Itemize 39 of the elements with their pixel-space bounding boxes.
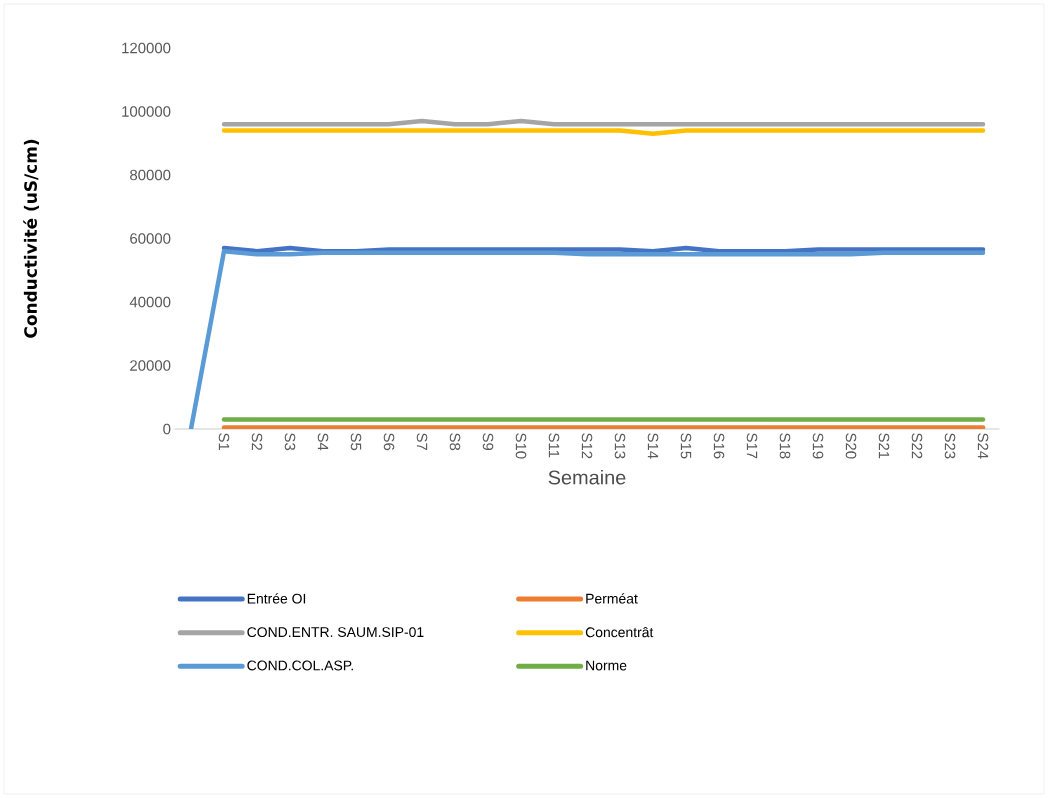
- x-tick-label: S6: [383, 433, 395, 451]
- legend-label: Entrée OI: [247, 593, 306, 604]
- x-tick-label: S17: [746, 433, 758, 459]
- x-tick-label: S3: [284, 433, 296, 451]
- x-tick-label: S12: [581, 433, 593, 459]
- y-tick-label: 80000: [130, 169, 171, 181]
- x-tick-label: S11: [548, 433, 560, 458]
- x-tick-label: S19: [812, 433, 824, 459]
- x-tick-label: S24: [977, 433, 989, 459]
- x-tick-label: S14: [647, 433, 659, 459]
- x-tick-label: S23: [944, 433, 956, 459]
- legend-label: Perméat: [586, 593, 638, 604]
- x-tick-label: S16: [713, 433, 725, 459]
- legend-label: Concentrât: [585, 626, 654, 638]
- x-tick-label: S13: [614, 433, 626, 459]
- y-tick-label: 40000: [129, 296, 171, 308]
- y-tick-label: 120000: [122, 42, 171, 54]
- x-tick-label: S18: [779, 433, 791, 459]
- x-tick-label: S1: [218, 433, 230, 451]
- y-tick-label: 100000: [122, 106, 171, 117]
- y-tick-label: 20000: [130, 360, 171, 371]
- legend-label: COND.COL.ASP.: [247, 660, 353, 671]
- x-tick-label: S8: [449, 433, 461, 451]
- legend-label: Norme: [586, 660, 627, 671]
- x-tick-label: S10: [515, 433, 527, 459]
- x-tick-label: S9: [482, 433, 494, 451]
- y-tick-label: 0: [163, 423, 171, 435]
- x-tick-label: S4: [317, 433, 329, 451]
- x-tick-label: S15: [680, 433, 692, 459]
- x-axis-title: Semaine: [548, 469, 626, 485]
- y-tick-label: 60000: [130, 233, 171, 244]
- legend-label: COND.ENTR. SAUM.SIP-01: [247, 627, 424, 638]
- x-tick-label: S2: [251, 433, 263, 451]
- x-tick-label: S5: [350, 433, 362, 451]
- x-tick-label: S21: [878, 433, 890, 459]
- x-tick-label: S7: [416, 433, 428, 451]
- x-tick-label: S20: [845, 433, 857, 459]
- x-tick-label: S22: [911, 433, 923, 459]
- y-axis-title: Conductivité (uS/cm): [23, 139, 39, 338]
